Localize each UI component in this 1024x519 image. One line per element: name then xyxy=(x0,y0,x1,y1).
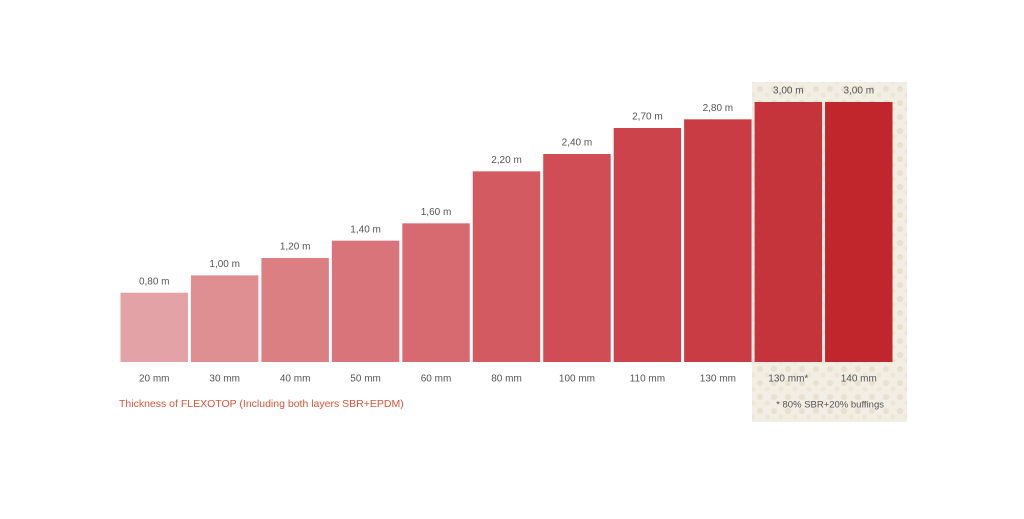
x-tick-label: 50 mm xyxy=(350,374,381,385)
bar xyxy=(331,240,400,362)
value-label: 2,40 m xyxy=(562,138,593,149)
value-label: 1,60 m xyxy=(421,207,452,218)
annotation: Thickness of FLEXOTOP (Including both la… xyxy=(119,398,404,410)
value-label: 3,00 m xyxy=(773,86,804,97)
bar xyxy=(120,292,188,362)
x-tick-label: 130 mm* xyxy=(768,374,808,385)
value-label: 1,20 m xyxy=(280,242,311,253)
x-tick-label: 20 mm xyxy=(139,374,170,385)
x-tick-label: 60 mm xyxy=(421,374,452,385)
value-label: 1,40 m xyxy=(350,224,381,235)
bar xyxy=(754,102,823,362)
bar xyxy=(613,128,682,362)
bar xyxy=(402,223,470,362)
x-tick-label: 140 mm xyxy=(841,374,877,385)
value-label: 0,80 m xyxy=(139,276,170,287)
bar xyxy=(543,154,611,362)
bar xyxy=(261,258,329,362)
value-label: 2,70 m xyxy=(632,112,663,123)
bar xyxy=(684,119,752,362)
x-tick-label: 40 mm xyxy=(280,374,311,385)
value-label: 1,00 m xyxy=(209,259,240,270)
value-label: 2,80 m xyxy=(703,103,734,114)
bar xyxy=(190,275,259,362)
x-tick-label: 80 mm xyxy=(491,374,522,385)
bar xyxy=(825,102,893,362)
x-tick-label: 30 mm xyxy=(209,374,240,385)
bar xyxy=(472,171,541,362)
x-tick-label: 110 mm xyxy=(630,374,665,385)
footnote: * 80% SBR+20% buffings xyxy=(776,400,884,411)
value-label: 3,00 m xyxy=(843,86,874,97)
x-tick-label: 100 mm xyxy=(559,374,595,385)
x-tick-label: 130 mm xyxy=(700,374,736,385)
value-label: 2,20 m xyxy=(491,155,522,166)
